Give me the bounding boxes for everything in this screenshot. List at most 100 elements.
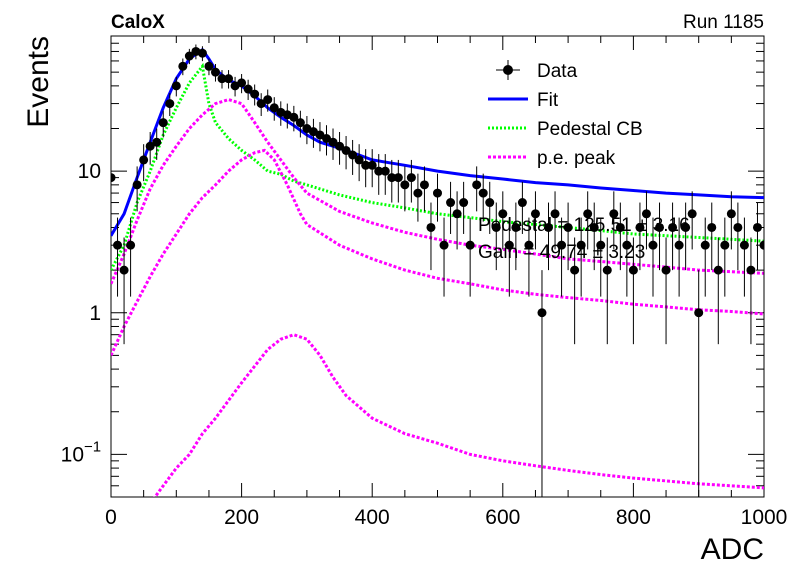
fit-result-pedestal: Pedestal = 125.51 ± 3.16 (478, 215, 690, 236)
data-point (655, 222, 665, 232)
data-point (472, 180, 482, 190)
data-point (295, 118, 305, 128)
data-point (289, 112, 299, 122)
data-point (589, 222, 599, 232)
data-point (550, 209, 560, 219)
y-tick-label: 1 (89, 302, 101, 325)
data-point (387, 173, 397, 183)
legend: Data Fit Pedestal CB p.e. peak (488, 60, 643, 169)
data-point (139, 155, 149, 165)
data-point (263, 95, 273, 105)
data-point (380, 166, 390, 176)
data-point (557, 240, 567, 250)
data-point (459, 198, 469, 208)
data-point (111, 173, 116, 183)
data-point (517, 198, 527, 208)
data-point (726, 209, 736, 219)
data-point (694, 308, 704, 318)
data-point (544, 222, 554, 232)
data-point (419, 180, 429, 190)
data-point (433, 188, 442, 198)
data-point (237, 78, 247, 88)
data-point (145, 141, 155, 151)
legend-label-data: Data (537, 61, 578, 82)
data-point (478, 188, 488, 198)
data-point (563, 222, 573, 232)
legend-label-fit: Fit (537, 90, 559, 111)
data-point (165, 99, 175, 109)
data-point (132, 180, 142, 190)
data-point (152, 137, 162, 147)
data-point (439, 240, 449, 250)
experiment-label: CaloX (111, 12, 165, 33)
data-point (328, 137, 338, 147)
data-point (491, 222, 501, 232)
pe-peak-curve (111, 148, 764, 357)
data-point (641, 209, 651, 219)
data-point (485, 198, 495, 208)
x-tick-label: 800 (616, 506, 651, 529)
data-point (126, 240, 136, 250)
data-point (583, 209, 593, 219)
data-point (511, 222, 521, 232)
legend-entry-data: Data (496, 60, 578, 82)
data-point (217, 74, 227, 84)
x-axis-title: ADC (701, 533, 764, 566)
legend-entry-fit: Fit (488, 90, 559, 111)
fit-result-gain: Gain = 49.74 ± 3.23 (478, 242, 645, 263)
data-point (184, 51, 194, 61)
data-point (400, 180, 410, 190)
data-point (348, 150, 358, 160)
legend-label-pedestal: Pedestal CB (537, 119, 643, 140)
data-point (250, 89, 260, 99)
data-point (335, 141, 345, 151)
data-point (739, 240, 749, 250)
data-point (570, 265, 580, 275)
data-point (224, 74, 234, 84)
data-point (158, 118, 168, 128)
data-point (687, 209, 697, 219)
pe-peak-curve (153, 333, 764, 497)
data-point (256, 99, 266, 109)
data-point (113, 240, 123, 250)
data-point (452, 209, 462, 219)
data-point (393, 173, 403, 183)
data-point (524, 240, 534, 250)
legend-entry-pe-peak: p.e. peak (488, 148, 616, 169)
x-tick-label: 1000 (741, 506, 788, 529)
data-point (204, 61, 214, 71)
x-tick-label: 400 (355, 506, 390, 529)
y-tick-label: 10 (78, 160, 101, 183)
data-point (596, 240, 606, 250)
data-point (615, 222, 625, 232)
data-point (602, 265, 612, 275)
data-point (367, 160, 377, 170)
data-point (197, 48, 207, 58)
data-point (178, 61, 188, 71)
data-point (374, 166, 384, 176)
data-point (465, 240, 475, 250)
data-point (119, 265, 129, 275)
data-point (321, 134, 331, 144)
legend-label-pe-peak: p.e. peak (537, 148, 616, 169)
data-point (171, 81, 181, 91)
data-point (361, 160, 371, 170)
data-point (733, 222, 743, 232)
data-point (537, 308, 547, 318)
data-points (111, 44, 764, 497)
data-point (609, 209, 619, 219)
data-point (622, 240, 632, 250)
data-point (635, 222, 645, 232)
data-point (759, 240, 764, 250)
y-tick-exponent: −1 (84, 438, 101, 455)
data-point (648, 240, 658, 250)
x-tick-labels: 0 200 400 600 800 1000 (105, 506, 787, 529)
data-point (661, 265, 671, 275)
y-tick-label: 10 (61, 443, 84, 466)
data-point (504, 240, 514, 250)
x-tick-label: 600 (485, 506, 520, 529)
data-point (341, 145, 351, 155)
data-point (210, 67, 220, 77)
